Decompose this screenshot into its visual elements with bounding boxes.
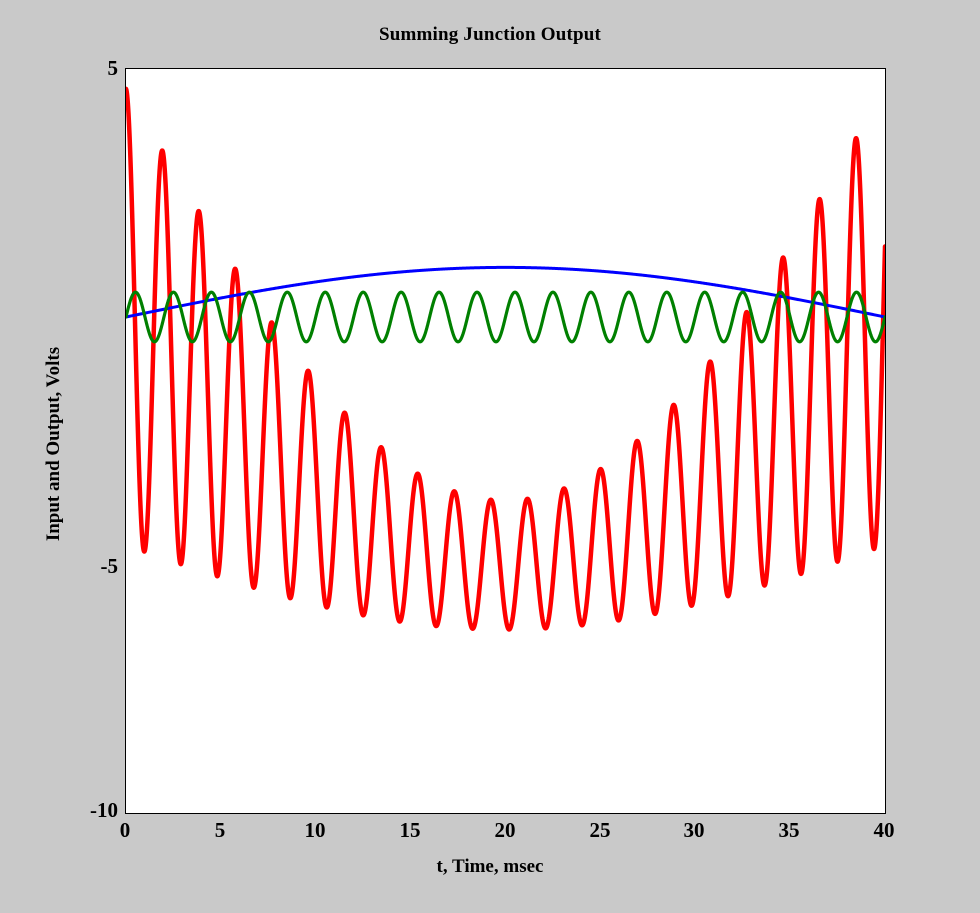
xtick-label-30: 30 (683, 818, 705, 842)
plot-svg (126, 86, 885, 632)
xtick-label-20: 20 (494, 818, 516, 842)
ytick-label-neg10: -10 (90, 798, 118, 822)
xtick-label-5: 5 (214, 818, 226, 842)
x-axis-label: t, Time, msec (436, 856, 544, 877)
series-carrier-input (126, 290, 885, 344)
xtick-label-25: 25 (589, 818, 611, 842)
xtick-label-0: 0 (119, 818, 131, 842)
series-summing-junction-output (126, 86, 885, 632)
plot-area (125, 68, 886, 814)
ytick-label-5: 5 (107, 56, 119, 80)
y-axis-label: Input and Output, Volts (43, 346, 64, 542)
page-title: Summing Junction Output (378, 24, 602, 45)
xtick-label-10: 10 (304, 818, 326, 842)
xtick-label-40: 40 (873, 818, 895, 842)
xtick-label-15: 15 (399, 818, 421, 842)
series-modulating-envelope-input (126, 265, 885, 319)
ytick-label-neg5: -5 (100, 554, 119, 578)
xtick-label-35: 35 (778, 818, 800, 842)
